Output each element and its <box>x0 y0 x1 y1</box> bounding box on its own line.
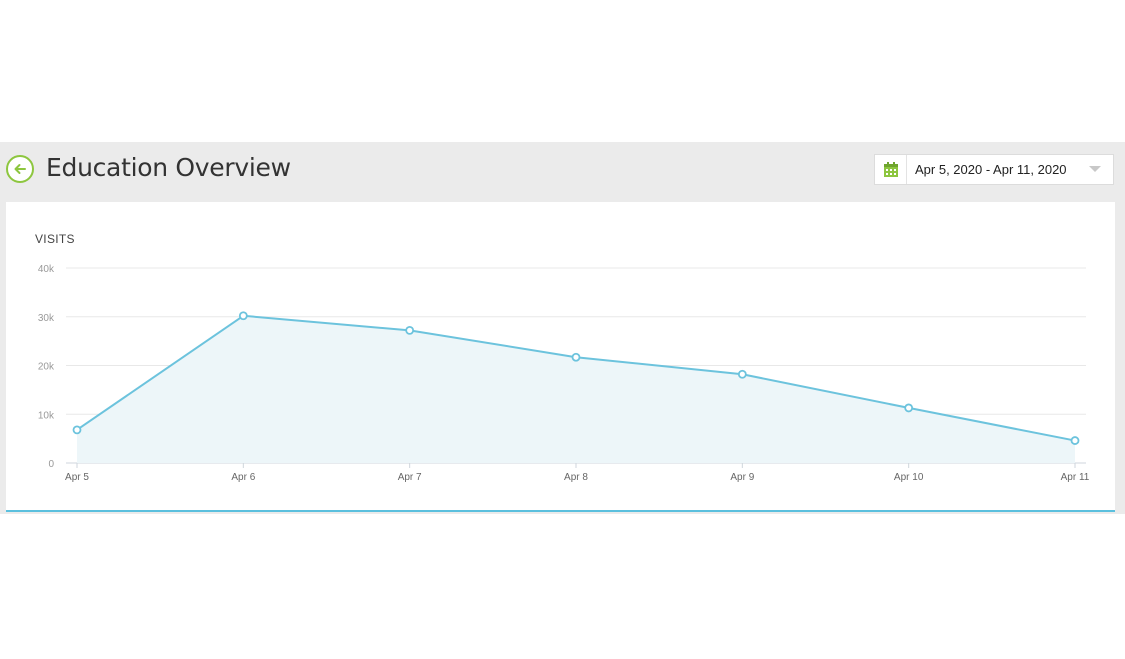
x-tick-label: Apr 11 <box>1061 472 1090 483</box>
data-point <box>238 311 248 321</box>
x-tick-label: Apr 9 <box>730 472 754 483</box>
x-tick-label: Apr 7 <box>398 472 422 483</box>
data-point <box>72 425 82 435</box>
y-tick-label: 10k <box>38 410 55 421</box>
y-tick-label: 30k <box>38 313 55 324</box>
x-tick-label: Apr 5 <box>65 472 89 483</box>
data-point <box>405 325 415 335</box>
x-tick-label: Apr 6 <box>231 472 255 483</box>
visits-chart: 0 10k 20k 30k 40k Apr 5 Apr 6 Apr 7 Apr 8 Apr 9 Ap… <box>38 264 1090 483</box>
caret-down-icon <box>1089 166 1101 173</box>
x-tick-label: Apr 10 <box>894 472 924 483</box>
data-point <box>1070 436 1080 445</box>
series-area <box>77 315 1075 463</box>
calendar-icon-box <box>875 155 907 184</box>
y-tick-label: 40k <box>38 264 55 275</box>
chart-title: VISITS <box>35 232 75 246</box>
data-point <box>571 352 581 362</box>
date-range-label: Apr 5, 2020 - Apr 11, 2020 <box>915 162 1067 177</box>
arrow-left-icon <box>14 164 26 174</box>
page-title: Education Overview <box>46 153 291 182</box>
visits-chart-card: VISITS 0 10k 20k 30k 40k Apr 5 Apr 6 Apr 7 Apr 8… <box>6 202 1115 512</box>
calendar-icon <box>883 161 898 177</box>
y-tick-label: 20k <box>38 362 55 373</box>
back-button[interactable] <box>6 155 34 183</box>
date-range-picker[interactable]: Apr 5, 2020 - Apr 11, 2020 <box>874 154 1114 185</box>
data-point <box>904 403 914 413</box>
x-tick-label: Apr 8 <box>564 472 588 483</box>
data-point <box>737 369 747 379</box>
y-tick-label: 0 <box>48 459 54 470</box>
overview-panel: Education Overview Apr 5, 2020 - Apr 11,… <box>0 142 1125 514</box>
